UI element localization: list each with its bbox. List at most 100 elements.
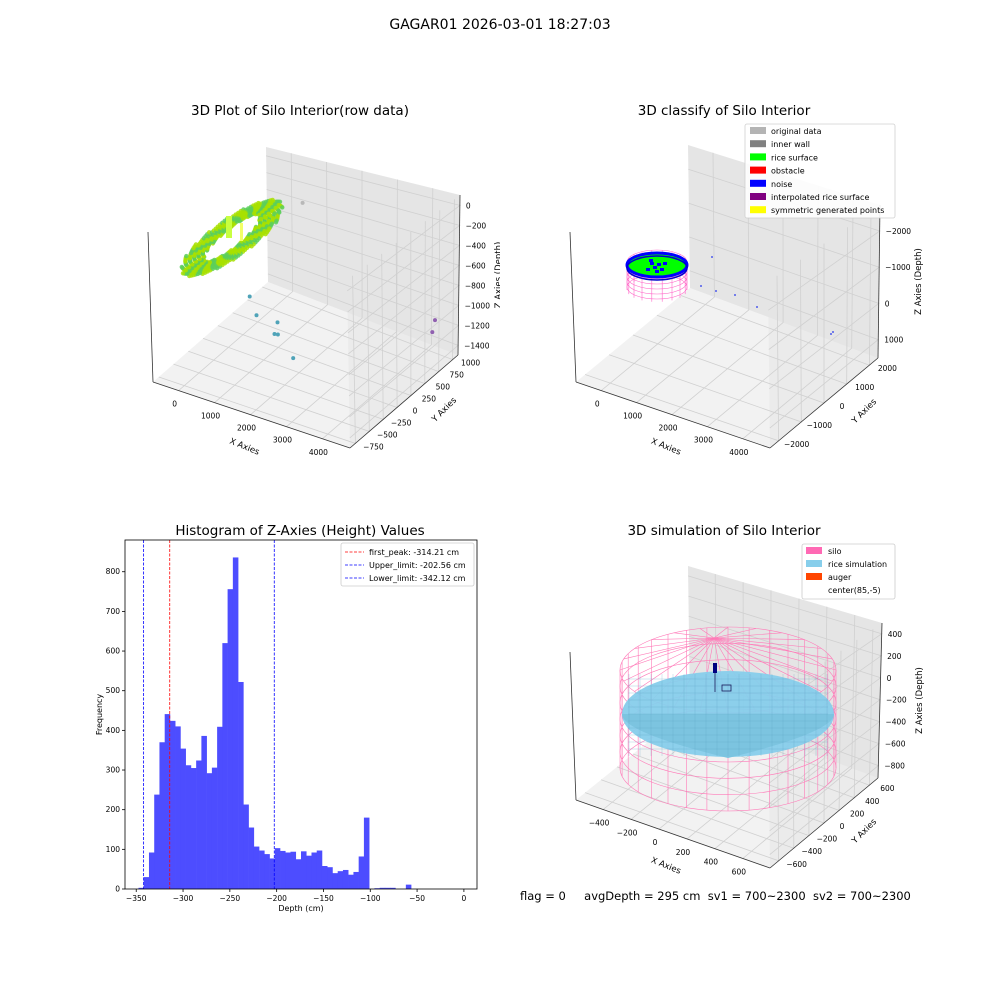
histogram-bar [143, 877, 150, 889]
legend-label: silo [828, 547, 842, 556]
legend-box [801, 543, 896, 600]
roof-line [713, 637, 822, 649]
histogram-bar [332, 873, 338, 889]
legend-swatch [750, 193, 766, 200]
y-tick-label: 600 [880, 784, 895, 793]
y-tick-label: −250 [391, 418, 412, 427]
x-axis-line [575, 799, 771, 869]
roof-line [673, 632, 715, 639]
histogram-bar [211, 767, 218, 889]
roof-line [713, 637, 833, 660]
y-tick-label: −750 [363, 442, 384, 451]
y-tick-label: 400 [106, 726, 121, 735]
sv2-text: sv2 = 700~2300 [812, 889, 911, 903]
z-tick-label: −200 [466, 221, 487, 230]
roof-line [699, 628, 715, 639]
surface-point [280, 205, 285, 210]
histogram-bar [274, 848, 281, 889]
x-axis-label: X Axies [228, 437, 261, 458]
y-tick-label: −200 [817, 835, 838, 844]
y-tick-label: 300 [106, 766, 121, 775]
z-tick-label: −1000 [465, 301, 491, 310]
surface-point [277, 210, 282, 215]
classify-plot-title: 3D classify of Silo Interior [637, 103, 811, 119]
histogram-bar [238, 681, 244, 889]
histogram-bar [285, 852, 291, 889]
x-tick-label: 2000 [237, 424, 256, 433]
histogram-bar [196, 760, 202, 889]
x-tick-label: 2000 [658, 424, 677, 433]
legend-swatch [750, 153, 766, 161]
plot-frame [124, 539, 478, 890]
surface-point [268, 213, 273, 218]
surface-point [263, 215, 268, 220]
simulation-legend: silo rice simulation auger center(85,-5) [801, 543, 896, 600]
y-tick-label: 250 [422, 395, 437, 404]
histogram-bar [327, 867, 333, 889]
roof-line [713, 637, 837, 671]
z-tick-label: −1000 [885, 263, 911, 272]
legend-swatch [806, 586, 822, 593]
x-axis-line [152, 381, 351, 449]
histogram-bar [321, 866, 328, 889]
y-tick-label: 0 [115, 885, 120, 894]
x-axis-label: Depth (cm) [278, 904, 323, 913]
y-tick-label: 800 [106, 567, 121, 576]
left-edge-line [147, 231, 154, 383]
z-tick-label: −400 [465, 241, 486, 250]
legend-swatch [750, 127, 766, 134]
histogram-bar [259, 850, 265, 889]
noise-ring [625, 251, 689, 279]
legend-label: rice simulation [828, 560, 887, 569]
y-tick-label: 200 [850, 809, 865, 818]
surface-point [193, 242, 199, 247]
surface-point [277, 199, 283, 204]
histogram-bar [243, 804, 249, 889]
outlier-point [275, 320, 280, 325]
noise-point [646, 268, 650, 271]
histogram-bar [169, 720, 176, 889]
classify-3d-plot: 0 1000 2000 3000 4000 −2000 −1000 0 1000 2000 1000… [569, 123, 924, 458]
histogram-bar [311, 852, 318, 889]
y-tick-label: 100 [106, 845, 121, 854]
classify-legend: original data inner wall rice surface obsta… [744, 123, 896, 219]
left-edge-line [569, 231, 577, 383]
roof-line [651, 637, 715, 640]
y-tick-label: 200 [106, 805, 121, 814]
y-tick-label: 0 [413, 406, 418, 415]
x-tick-label: 0 [462, 894, 467, 903]
x-axis-line [575, 381, 771, 449]
outlier-point [433, 318, 437, 323]
legend-label: obstacle [771, 167, 805, 176]
histogram-bar [227, 589, 234, 889]
y-tick-label: 700 [106, 607, 121, 616]
legend-swatch [750, 206, 766, 214]
histogram-bar [180, 748, 186, 889]
legend-label: rice surface [771, 153, 818, 162]
histogram-bar [222, 643, 228, 889]
y-tick-label: 750 [450, 371, 465, 380]
z-axis-line [457, 194, 461, 356]
auger-head [721, 684, 732, 692]
z-tick-label: −800 [884, 762, 905, 771]
z-tick-label: 0 [887, 674, 892, 683]
legend-label: symmetric generated points [771, 206, 884, 215]
noise-point [734, 294, 736, 296]
histogram-bar [337, 871, 344, 889]
noise-point [832, 331, 834, 333]
sv1-text: sv1 = 700~2300 [707, 889, 806, 903]
legend-label: interpolated rice surface [771, 193, 869, 202]
z-axis-label: Z Axies (Depth) [494, 242, 500, 309]
x-grid-line [742, 196, 854, 440]
roof-line [619, 637, 715, 671]
y-tick-label: 2000 [878, 364, 897, 373]
x-grid-line [742, 614, 856, 859]
roof-line [713, 632, 783, 639]
y-axis-line [769, 777, 879, 869]
histogram-bar [164, 714, 171, 889]
outlier-point [430, 330, 435, 335]
y-tick-label: −400 [801, 847, 822, 856]
surface-point [258, 216, 264, 222]
simulation-3d-plot: −400−2000200400600−600−400−2000200400600… [569, 543, 925, 877]
legend-swatch [750, 179, 766, 187]
